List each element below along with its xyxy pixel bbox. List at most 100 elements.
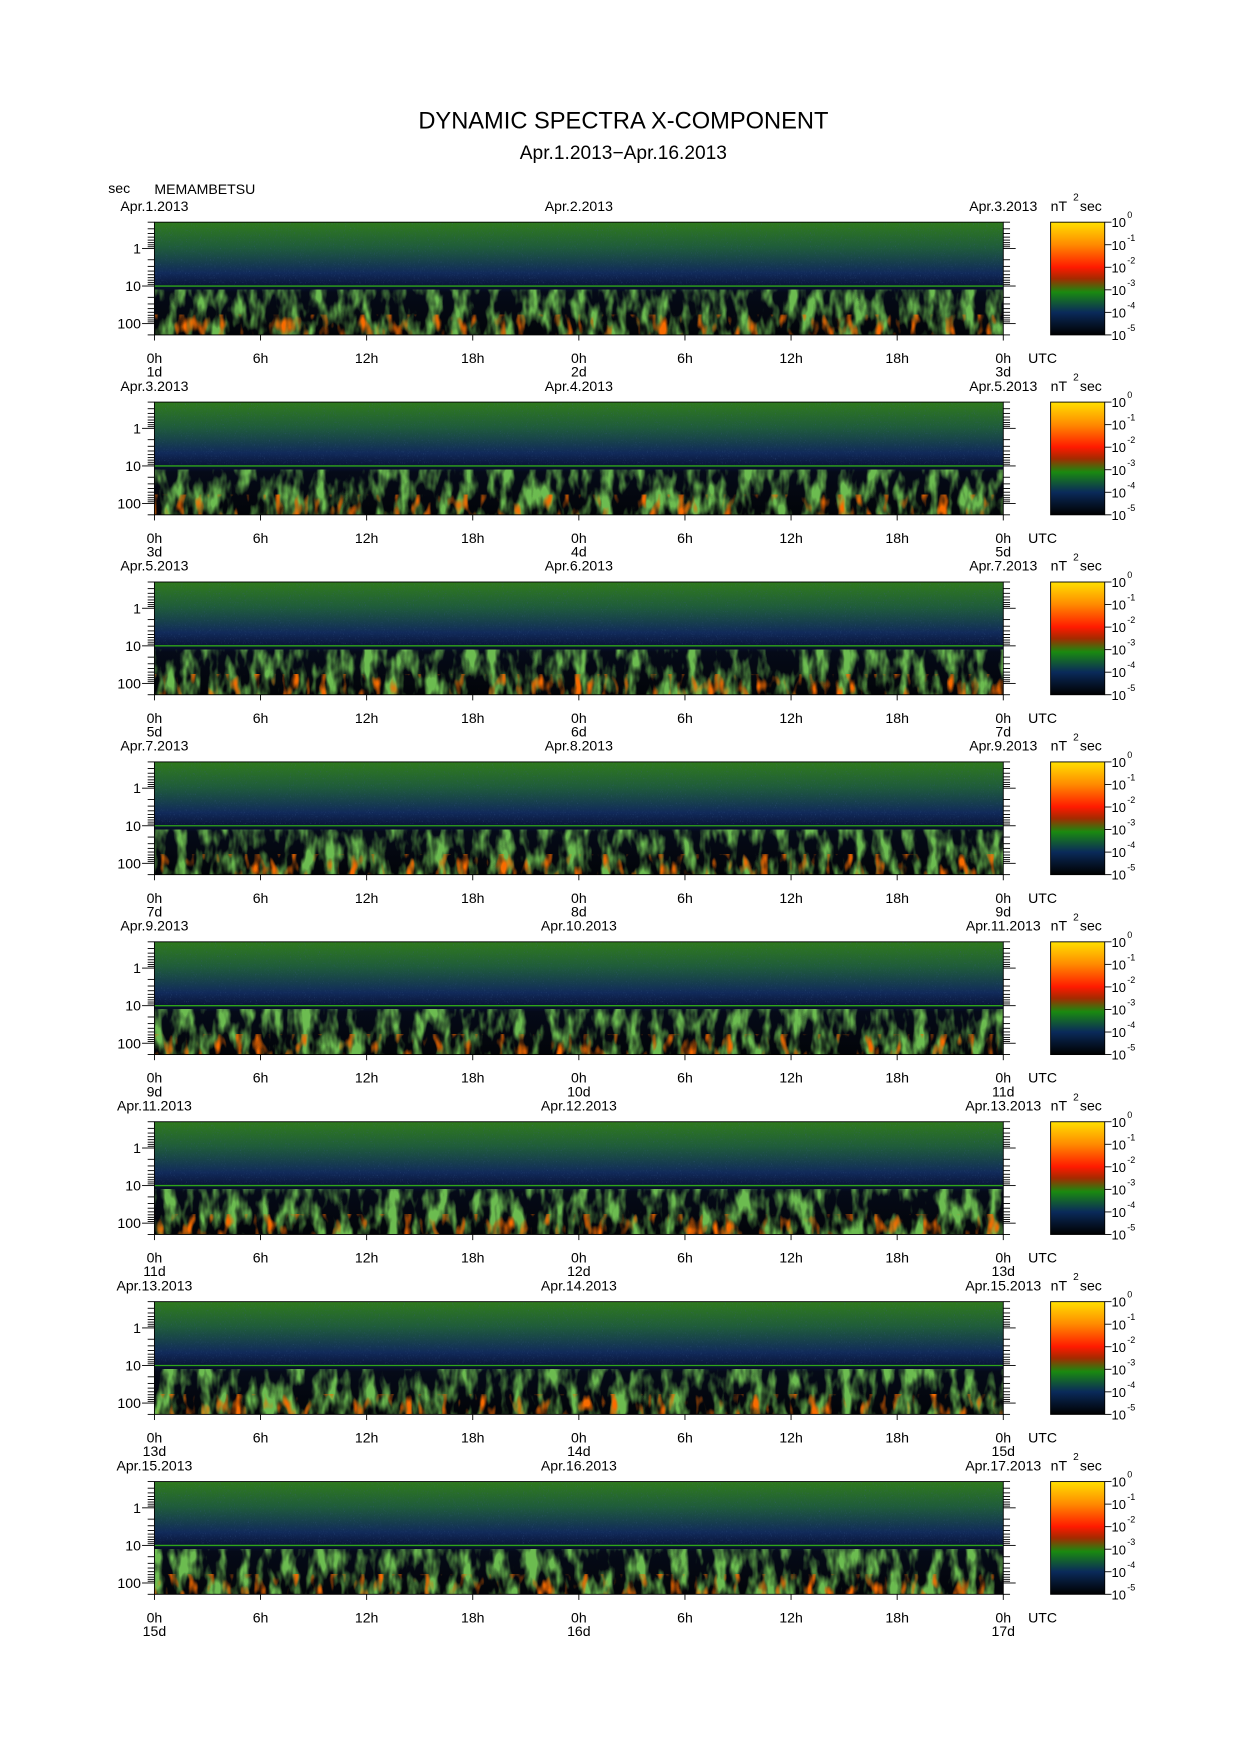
colorbar-unit-suffix: sec [1080,1277,1102,1293]
colorbar-tick-base: 10 [1111,1228,1125,1243]
day-label: 4d [571,544,587,560]
x-tick-label: 12h [355,1070,379,1086]
title: DYNAMIC SPECTRA X-COMPONENT [418,109,828,135]
colorbar-tick-base: 10 [1111,800,1125,815]
x-tick-label: 12h [779,1609,803,1625]
day-label: 9d [995,903,1011,919]
x-tick-label: 18h [461,1609,485,1625]
spectrogram-speckle [154,582,1004,645]
spectrogram-speckle [154,402,1004,465]
day-label: 8d [571,903,587,919]
colorbar-tick-base: 10 [1111,868,1125,883]
x-tick-label: 6h [253,710,269,726]
date-label: Apr.9.2013 [120,918,188,934]
day-label: 9d [147,1083,163,1099]
colorbar-tick-base: 10 [1111,1317,1125,1332]
colorbar-tick-base: 10 [1111,957,1125,972]
colorbar-tick-base: 10 [1111,328,1125,343]
colorbar-unit: nT [1051,1097,1068,1113]
colorbar-tick-base: 10 [1111,598,1125,613]
y-tick-label: 1 [133,420,141,436]
colorbar-tick-base: 10 [1111,238,1125,253]
colorbar-tick-base: 10 [1111,1587,1125,1602]
day-label: 3d [995,364,1011,380]
x-tick-label: 0h [995,1430,1011,1446]
x-tick-label: 0h [571,890,587,906]
colorbar-tick-exponent: -4 [1127,840,1135,850]
colorbar-tick-base: 10 [1111,643,1125,658]
colorbar-tick-base: 10 [1111,1542,1125,1557]
day-label: 1d [147,364,163,380]
colorbar-tick-base: 10 [1111,305,1125,320]
time-zone: UTC [1028,1609,1057,1625]
spectrogram-speckle [154,941,1004,1004]
time-zone: UTC [1028,890,1057,906]
y-tick-label: 1 [133,780,141,796]
day-label: 14d [567,1443,591,1459]
y-tick-label: 10 [125,1537,141,1553]
colorbar-tick-base: 10 [1111,935,1125,950]
day-label: 12d [567,1263,591,1279]
colorbar-unit: nT [1051,738,1068,754]
colorbar-tick-exponent: -3 [1127,1357,1135,1367]
time-zone: UTC [1028,710,1057,726]
y-tick-label: 100 [117,1215,141,1231]
y-tick-label: 100 [117,1395,141,1411]
x-tick-label: 18h [885,890,909,906]
spectrogram-speckle [154,761,1004,824]
x-tick-label: 0h [571,530,587,546]
x-tick-label: 12h [355,350,379,366]
colorbar-tick-base: 10 [1111,1497,1125,1512]
subtitle: Apr.1.2013−Apr.16.2013 [520,143,727,164]
colorbar-unit: nT [1051,558,1068,574]
colorbar-tick-base: 10 [1111,260,1125,275]
date-label: Apr.14.2013 [541,1277,617,1293]
x-tick-label: 0h [571,1430,587,1446]
date-label: Apr.1.2013 [120,198,188,214]
x-tick-label: 18h [885,1609,909,1625]
x-tick-label: 12h [779,710,803,726]
colorbar-tick-base: 10 [1111,440,1125,455]
x-tick-label: 6h [253,1070,269,1086]
colorbar-unit: nT [1051,378,1068,394]
colorbar-tick-base: 10 [1111,1003,1125,1018]
colorbar-tick-exponent: -4 [1127,1380,1135,1390]
date-label: Apr.6.2013 [545,558,613,574]
x-tick-label: 6h [677,1250,693,1266]
date-label: Apr.8.2013 [545,738,613,754]
colorbar-tick-exponent: -4 [1127,1200,1135,1210]
colorbar [1050,1121,1106,1235]
x-tick-label: 0h [147,890,163,906]
colorbar-tick-base: 10 [1111,1025,1125,1040]
spectrogram-speckle [154,1481,1004,1544]
day-label: 15d [143,1623,166,1639]
day-label: 2d [571,364,587,380]
x-tick-label: 18h [885,1070,909,1086]
colorbar [1050,401,1106,516]
x-tick-label: 0h [995,710,1011,726]
x-tick-label: 0h [995,1609,1011,1625]
date-label: Apr.5.2013 [120,558,188,574]
colorbar-unit-power: 2 [1073,1272,1079,1283]
date-label: Apr.17.2013 [965,1457,1041,1473]
colorbar-tick-base: 10 [1111,1205,1125,1220]
colorbar-unit: nT [1051,1277,1068,1293]
colorbar-tick-exponent: -5 [1127,1582,1135,1592]
x-tick-label: 12h [355,890,379,906]
x-tick-label: 12h [779,530,803,546]
date-label: Apr.7.2013 [969,558,1037,574]
day-label: 5d [995,544,1011,560]
colorbar-tick-base: 10 [1111,575,1125,590]
date-label: Apr.9.2013 [969,738,1037,754]
colorbar-tick-exponent: -5 [1127,323,1135,333]
x-tick-label: 18h [885,350,909,366]
colorbar-tick-exponent: -5 [1127,1223,1135,1233]
colorbar-tick-exponent: 0 [1127,390,1132,400]
x-tick-label: 0h [571,1250,587,1266]
colorbar-tick-exponent: -5 [1127,863,1135,873]
date-label: Apr.3.2013 [969,198,1037,214]
x-tick-label: 12h [355,1430,379,1446]
colorbar-tick-base: 10 [1111,1137,1125,1152]
colorbar [1050,761,1106,876]
colorbar-tick-exponent: -5 [1127,503,1135,513]
